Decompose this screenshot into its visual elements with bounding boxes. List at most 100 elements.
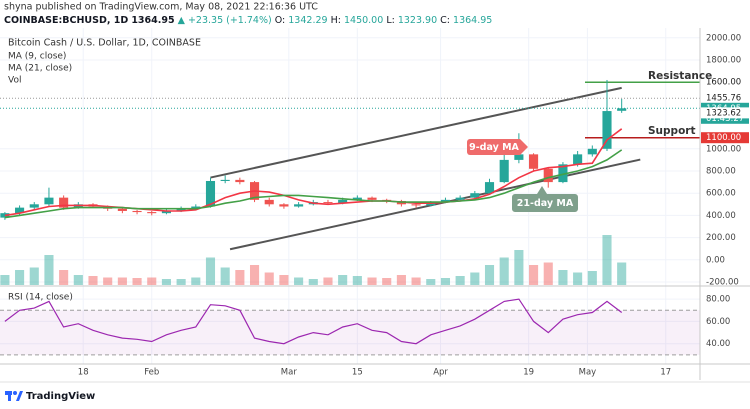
- x-tick-label: 15: [352, 368, 363, 378]
- x-tick-label: Apr: [433, 368, 448, 378]
- candle-body: [279, 204, 289, 207]
- callout-box: [512, 186, 578, 212]
- candle-body: [0, 213, 10, 218]
- y-tick-label: 80.00: [706, 295, 730, 305]
- x-tick-label: Feb: [144, 368, 159, 378]
- volume-bar: [264, 272, 274, 285]
- candle-body: [602, 111, 612, 149]
- y-tick-label: 1000.00: [706, 144, 741, 154]
- y-tick-label: 600.00: [706, 189, 736, 199]
- volume-bar: [103, 277, 113, 285]
- publisher: shyna published on TradingView.com, May …: [4, 2, 318, 13]
- volume-bar: [308, 279, 318, 285]
- header-field: H:: [331, 15, 341, 26]
- price-tag-label: 1600.00: [706, 78, 741, 88]
- x-tick-label: Mar: [281, 368, 298, 378]
- candle-body: [117, 208, 127, 211]
- price-tag-countdown: 01:43:27: [706, 114, 744, 124]
- volume-bar: [529, 265, 539, 285]
- volume-bar: [323, 277, 333, 285]
- chart-title: Bitcoin Cash / U.S. Dollar, 1D, COINBASE: [8, 38, 201, 49]
- candle-body: [470, 193, 480, 198]
- candle-body: [161, 210, 171, 214]
- candle-body: [514, 154, 524, 160]
- grid: [0, 28, 700, 364]
- price-tag-label: 1100.00: [706, 133, 741, 143]
- callout-box: [467, 139, 528, 155]
- volume-bar: [426, 279, 436, 285]
- candle-body: [411, 204, 421, 206]
- volume-bar: [484, 265, 495, 285]
- candle-body: [147, 212, 157, 214]
- candle-body: [294, 204, 304, 207]
- candle-body: [367, 197, 377, 200]
- candle-body: [440, 199, 451, 203]
- legend-vol: Vol: [8, 76, 21, 86]
- volume-bar: [455, 276, 465, 285]
- volume-bar: [367, 277, 377, 285]
- candle-body: [587, 148, 597, 155]
- axes: 18 Feb Mar 15 Apr 19 May 17 2000.00 1800.00 1000.0…: [78, 33, 749, 378]
- candle-body: [59, 197, 69, 208]
- candle-body: [132, 210, 142, 213]
- y-tick-label: 60.00: [706, 317, 730, 327]
- header-field: COINBASE:BCHUSD, 1D: [4, 15, 128, 26]
- volume-bar: [29, 267, 39, 285]
- volume-bar: [117, 277, 127, 285]
- callout-ma21: 21-day MA: [512, 186, 578, 212]
- x-tick-label: May: [579, 368, 597, 378]
- volume-bar: [73, 275, 83, 285]
- candle-body: [235, 179, 245, 183]
- header-field: L:: [386, 15, 395, 26]
- header-field: 1364.95: [453, 15, 492, 26]
- candle-body: [338, 199, 348, 204]
- x-tick-label: 17: [660, 368, 671, 378]
- candle-body: [617, 108, 627, 111]
- candle-body: [573, 154, 583, 165]
- price-pane: [0, 79, 700, 285]
- candle-body: [29, 204, 39, 208]
- candle-body: [191, 206, 201, 209]
- legend-ma9: MA (9, close): [8, 52, 66, 62]
- rsi-line: [4, 298, 623, 345]
- volume-bar: [161, 279, 171, 285]
- volume-bar: [15, 270, 25, 285]
- volume-bar: [132, 278, 142, 285]
- price-tag-label: 1455.76: [706, 94, 741, 104]
- support-label: Support: [648, 125, 695, 137]
- trendline: [210, 86, 622, 179]
- volume-bar: [382, 278, 392, 285]
- candle-body: [15, 207, 25, 214]
- price-tag-label: 1323.62: [706, 108, 741, 118]
- footer-logo: [5, 391, 23, 401]
- volume-bar: [88, 276, 98, 285]
- volume-bar: [249, 265, 260, 285]
- volume-bar: [235, 270, 245, 285]
- candle-body: [529, 154, 539, 169]
- price-tag: [701, 107, 749, 119]
- logo-part: [16, 391, 23, 401]
- volume-bar: [396, 275, 406, 285]
- volume-bar: [558, 270, 568, 285]
- volume-bar: [0, 275, 10, 285]
- candle-body: [323, 202, 333, 204]
- y-tick-label: 40.00: [706, 339, 730, 349]
- ma-line: [4, 149, 623, 219]
- ma-line: [4, 128, 623, 217]
- candle-body: [455, 197, 465, 200]
- symbol-line: COINBASE:BCHUSD, 1D 1364.95 ▲ +23.35 (+1…: [4, 15, 492, 26]
- y-tick-label: 400.00: [706, 211, 736, 221]
- callout-text: 21-day MA: [517, 198, 574, 209]
- price-tag: [701, 92, 749, 104]
- candle-body: [352, 197, 362, 200]
- volume-bar: [617, 262, 627, 285]
- header-field: 1364.95: [131, 15, 174, 26]
- y-tick-label: 0.00: [706, 255, 725, 265]
- legend-ma21: MA (21, close): [8, 64, 72, 74]
- volume-bar: [470, 272, 480, 285]
- volume-bar: [147, 277, 157, 285]
- candle-body: [264, 199, 274, 205]
- header-field: C:: [440, 15, 450, 26]
- callout-text: 9-day MA: [469, 142, 519, 153]
